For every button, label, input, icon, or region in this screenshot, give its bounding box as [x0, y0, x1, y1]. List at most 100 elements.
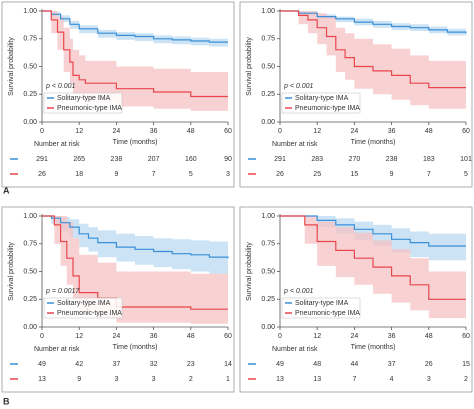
x-axis-label: Time (months)	[351, 344, 396, 351]
x-tick-label: 12	[75, 128, 83, 135]
y-tick-label: 0.50	[261, 63, 275, 70]
risk-count: 48	[313, 361, 321, 368]
risk-count: 4	[390, 376, 394, 383]
risk-count: 1	[226, 376, 230, 383]
confidence-band	[42, 11, 228, 111]
legend-box	[43, 92, 123, 114]
y-axis-label: Survival probability	[8, 242, 15, 301]
risk-count: 5	[464, 171, 468, 178]
x-tick-label: 36	[150, 333, 158, 340]
survival-curve	[280, 215, 466, 247]
risk-count: 42	[75, 361, 83, 368]
x-axis-label: Time (months)	[113, 344, 158, 351]
legend-box	[43, 297, 123, 319]
p-value: p < 0.001	[45, 83, 75, 90]
risk-count: 270	[349, 156, 361, 163]
risk-count: 13	[276, 376, 284, 383]
survival-curve	[42, 10, 228, 43]
x-tick-label: 48	[425, 333, 433, 340]
x-axis-label: Time (months)	[351, 139, 396, 146]
y-tick-label: 0.00	[261, 324, 275, 331]
risk-count: 37	[113, 361, 121, 368]
risk-count: 283	[311, 156, 323, 163]
risk-count: 44	[351, 361, 359, 368]
y-tick-label: 0.25	[23, 91, 37, 98]
risk-count: 37	[388, 361, 396, 368]
risk-count: 183	[423, 156, 435, 163]
risk-count: 7	[427, 171, 431, 178]
survival-curve	[280, 10, 467, 34]
risk-count: 265	[73, 156, 85, 163]
x-tick-label: 12	[313, 333, 321, 340]
y-axis-label: Survival probability	[8, 37, 15, 96]
risk-count: 238	[111, 156, 123, 163]
risk-count: 18	[75, 171, 83, 178]
p-value: p < 0.001	[283, 83, 313, 90]
y-axis-label: Survival probability	[246, 242, 253, 301]
risk-count: 15	[351, 171, 359, 178]
legend-label: Solitary-type IMA	[57, 300, 111, 307]
x-tick-label: 24	[351, 128, 359, 135]
risk-count: 3	[152, 376, 156, 383]
x-tick-label: 24	[351, 333, 359, 340]
y-tick-label: 0.75	[261, 241, 275, 248]
x-tick-label: 0	[40, 333, 44, 340]
panel-label: A	[3, 185, 10, 195]
y-axis-label: Survival probability	[246, 37, 253, 96]
survival-curve	[42, 10, 228, 98]
y-tick-label: 0.50	[23, 63, 37, 70]
y-tick-label: 0.25	[261, 91, 275, 98]
y-tick-label: 1.00	[23, 8, 37, 15]
legend-box	[281, 92, 361, 114]
risk-count: 13	[38, 376, 46, 383]
risk-count: 9	[77, 376, 81, 383]
risk-count: 9	[390, 171, 394, 178]
panel-frame	[1, 1, 235, 188]
panel-frame	[1, 206, 235, 393]
x-tick-label: 60	[224, 128, 232, 135]
risk-count: 7	[152, 171, 156, 178]
risk-count: 7	[352, 376, 356, 383]
risk-count: 9	[114, 171, 118, 178]
x-tick-label: 12	[75, 333, 83, 340]
y-tick-label: 1.00	[261, 213, 275, 220]
x-tick-label: 0	[40, 128, 44, 135]
survival-curve	[42, 215, 229, 259]
y-tick-label: 0.00	[261, 119, 275, 126]
risk-count: 32	[150, 361, 158, 368]
legend-label: Solitary-type IMA	[57, 95, 111, 102]
y-tick-label: 0.25	[23, 296, 37, 303]
x-tick-label: 36	[388, 128, 396, 135]
legend-label: Solitary-type IMA	[295, 300, 349, 307]
risk-count: 3	[114, 376, 118, 383]
risk-count: 101	[460, 156, 472, 163]
risk-count: 3	[226, 171, 230, 178]
risk-count: 291	[274, 156, 286, 163]
risk-count: 3	[427, 376, 431, 383]
risk-count: 49	[276, 361, 284, 368]
risk-count: 291	[36, 156, 48, 163]
x-tick-label: 24	[113, 333, 121, 340]
x-tick-label: 12	[313, 128, 321, 135]
x-axis-label: Time (months)	[113, 139, 158, 146]
y-tick-label: 1.00	[261, 8, 275, 15]
p-value: p < 0.001	[283, 288, 313, 295]
risk-count: 26	[425, 361, 433, 368]
risk-count: 14	[224, 361, 232, 368]
x-tick-label: 48	[425, 128, 433, 135]
risk-count: 26	[38, 171, 46, 178]
risk-count: 13	[313, 376, 321, 383]
risk-count: 90	[224, 156, 232, 163]
risk-table-title: Number at risk	[34, 141, 80, 148]
x-tick-label: 60	[462, 333, 470, 340]
risk-count: 23	[187, 361, 195, 368]
y-tick-label: 0.50	[261, 268, 275, 275]
y-tick-label: 0.75	[261, 36, 275, 43]
x-tick-label: 0	[278, 333, 282, 340]
x-tick-label: 60	[462, 128, 470, 135]
y-tick-label: 0.75	[23, 36, 37, 43]
survival-curve	[280, 10, 466, 89]
survival-curve	[42, 215, 228, 310]
y-tick-label: 0.25	[261, 296, 275, 303]
x-tick-label: 24	[113, 128, 121, 135]
